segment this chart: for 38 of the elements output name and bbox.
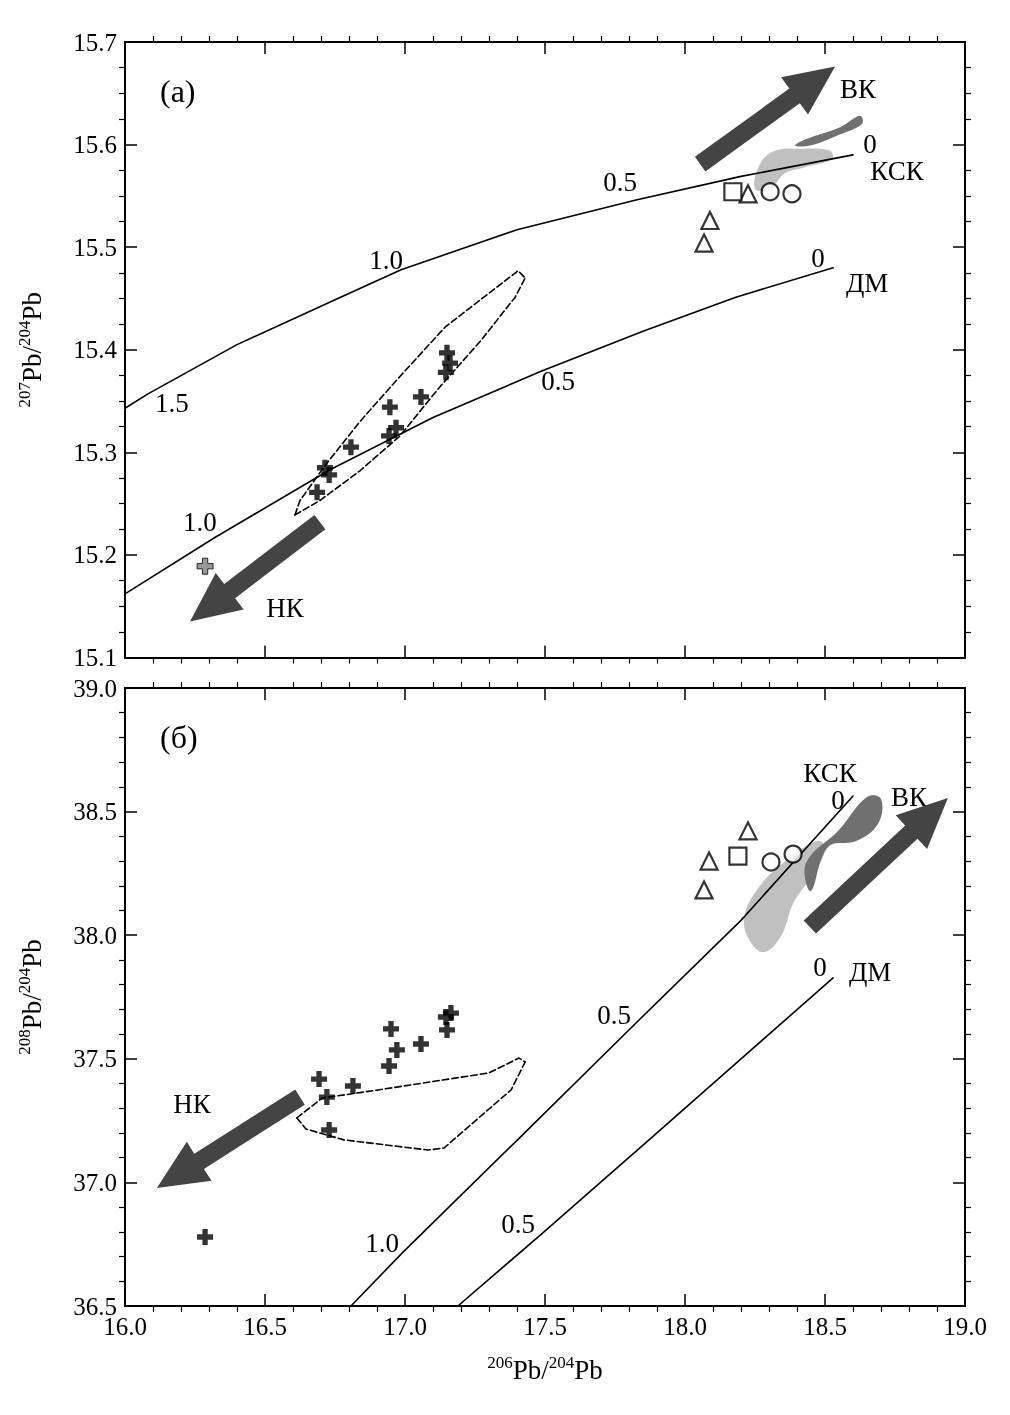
y-tick-label: 15.4 xyxy=(73,336,118,364)
annotation: 0.5 xyxy=(501,1209,535,1240)
annotation: НК xyxy=(266,593,305,624)
annotation: НК xyxy=(173,1089,212,1120)
x-tick-label: 19.0 xyxy=(943,1313,987,1340)
y-tick-label: 38.5 xyxy=(73,798,117,826)
x-tick-label: 18.5 xyxy=(803,1313,847,1340)
annotation: ДМ xyxy=(848,956,892,987)
annotation: ВК xyxy=(890,781,928,812)
annotation: 1.0 xyxy=(365,1228,399,1259)
y-tick-label: 37.5 xyxy=(73,1045,117,1073)
y-tick-label: 15.2 xyxy=(73,541,117,569)
x-tick-label: 17.5 xyxy=(523,1313,567,1340)
annotation: ДМ xyxy=(845,267,889,298)
y-tick-label: 37.0 xyxy=(73,1168,117,1196)
y-tick-label: 15.3 xyxy=(73,438,117,466)
y-tick-label: 15.1 xyxy=(73,644,117,671)
text: (a) xyxy=(160,73,196,109)
y-axis-title: 207Pb/204Pb xyxy=(15,291,47,408)
text: (б) xyxy=(160,719,198,755)
x-tick-label: 17.0 xyxy=(383,1313,427,1340)
annotation: 1.5 xyxy=(155,387,189,418)
annotation: 1.0 xyxy=(183,507,217,538)
y-tick-label: 39.0 xyxy=(73,674,117,702)
y-tick-label: 15.6 xyxy=(73,131,117,159)
y-axis-title: 208Pb/204Pb xyxy=(15,939,47,1055)
annotation: ВК xyxy=(840,74,878,105)
annotation: 0 xyxy=(811,242,825,273)
y-tick-label: 38.0 xyxy=(73,921,117,949)
x-tick-label: 16.5 xyxy=(243,1313,287,1340)
annotation: 1.0 xyxy=(369,244,403,275)
annotation: 0.5 xyxy=(603,166,637,197)
x-tick-label: 18.0 xyxy=(663,1313,707,1340)
y-tick-label: 15.5 xyxy=(73,233,117,261)
annotation: 0.5 xyxy=(597,999,631,1030)
annotation: 0.5 xyxy=(541,366,575,397)
annotation: 0 xyxy=(813,951,827,982)
y-tick-label: 15.7 xyxy=(73,28,117,56)
